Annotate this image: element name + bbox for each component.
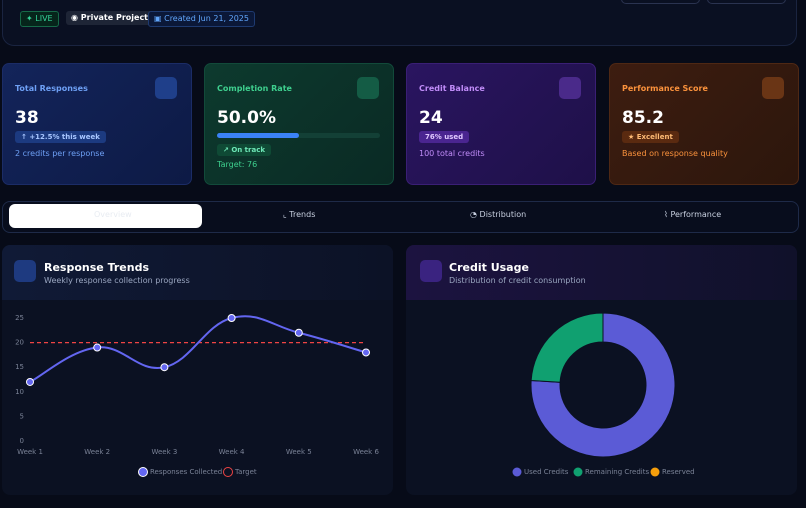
legend-label: Used Credits bbox=[524, 468, 569, 476]
card-value: 24 bbox=[419, 108, 443, 128]
panel-icon bbox=[420, 260, 442, 282]
badge: ◉ Private Project bbox=[66, 11, 154, 25]
legend-label: Remaining Credits bbox=[585, 468, 649, 476]
tab-active[interactable] bbox=[9, 204, 202, 228]
point bbox=[294, 328, 303, 337]
card-title: Performance Score bbox=[622, 84, 708, 93]
card-title: Completion Rate bbox=[217, 84, 292, 93]
badge-text: Created Jun 21, 2025 bbox=[164, 14, 249, 23]
panel-title: Credit Usage bbox=[449, 261, 529, 274]
panel-icon bbox=[14, 260, 36, 282]
badge: ▣ Created Jun 21, 2025 bbox=[148, 11, 255, 27]
progress-track bbox=[217, 133, 380, 138]
legend-marker bbox=[650, 467, 660, 477]
panel-title: Response Trends bbox=[44, 261, 150, 274]
panel-header bbox=[2, 245, 393, 300]
card-icon bbox=[155, 77, 177, 99]
stat-card: Completion Rate 50.0% ↗ On track Target:… bbox=[204, 63, 394, 185]
card-note: Based on response quality bbox=[622, 149, 728, 158]
badge-text: On track bbox=[231, 146, 266, 154]
tab-text: Distribution bbox=[479, 210, 527, 219]
point bbox=[93, 343, 102, 352]
y-tick-label: 20 bbox=[15, 339, 24, 347]
x-tick-label: Week 1 bbox=[17, 448, 43, 456]
tab-text: Performance bbox=[670, 210, 722, 219]
legend-marker bbox=[573, 467, 583, 477]
y-tick-label: 0 bbox=[20, 437, 24, 445]
tab[interactable]: ◔ Distribution bbox=[470, 210, 527, 219]
card-badge: 76% used bbox=[419, 131, 470, 143]
badge-text: LIVE bbox=[35, 14, 53, 23]
x-tick-label: Week 6 bbox=[353, 448, 379, 456]
card-note: 100 total credits bbox=[419, 149, 485, 158]
stat-card: Total Responses 38 ↑ +12.5% this week 2 … bbox=[2, 63, 192, 185]
doughnut-slice bbox=[530, 312, 676, 458]
card-note: Target: 76 bbox=[217, 160, 258, 169]
card-value: 85.2 bbox=[622, 108, 664, 128]
y-tick-label: 5 bbox=[20, 412, 24, 420]
card-icon bbox=[762, 77, 784, 99]
point bbox=[26, 377, 34, 386]
progress-bar bbox=[217, 133, 299, 138]
legend-marker bbox=[512, 467, 522, 477]
badge-text: Excellent bbox=[636, 133, 673, 141]
doughnut-slice bbox=[530, 312, 604, 383]
badge: ✦ LIVE bbox=[20, 11, 59, 27]
legend-label: Target bbox=[234, 468, 257, 476]
badge-text: Private Project bbox=[80, 13, 149, 22]
card-badge: ↑ +12.5% this week bbox=[15, 131, 106, 143]
stat-card: Performance Score 85.2 ★ Excellent Based… bbox=[609, 63, 799, 185]
legend-marker bbox=[138, 467, 148, 477]
card-value: 38 bbox=[15, 108, 39, 128]
x-tick-label: Week 5 bbox=[286, 448, 312, 456]
legend-label: Responses Collected bbox=[150, 468, 222, 476]
y-tick-label: 10 bbox=[15, 388, 24, 396]
point bbox=[160, 363, 169, 372]
card-note: 2 credits per response bbox=[15, 149, 105, 158]
card-badge: ↗ On track bbox=[217, 144, 272, 156]
stat-card: Credit Balance 24 76% used 100 total cre… bbox=[406, 63, 596, 185]
legend-label: Reserved bbox=[662, 468, 695, 476]
tab[interactable]: ⌇ Performance bbox=[664, 210, 722, 219]
panel-header bbox=[406, 245, 797, 300]
x-tick-label: Week 3 bbox=[151, 448, 177, 456]
card-icon bbox=[559, 77, 581, 99]
card-icon bbox=[357, 77, 379, 99]
card-value: 50.0% bbox=[217, 108, 276, 128]
x-tick-label: Week 4 bbox=[219, 448, 245, 456]
tab[interactable]: Overview bbox=[94, 210, 132, 219]
panel-subtitle: Weekly response collection progress bbox=[44, 276, 190, 285]
card-title: Credit Balance bbox=[419, 84, 485, 93]
y-tick-label: 25 bbox=[15, 314, 24, 322]
y-tick-label: 15 bbox=[15, 363, 24, 371]
badge-text: +12.5% this week bbox=[29, 133, 100, 141]
tab[interactable]: ⌞ Trends bbox=[283, 210, 316, 219]
card-title: Total Responses bbox=[15, 84, 88, 93]
legend-marker bbox=[223, 467, 233, 477]
x-tick-label: Week 2 bbox=[84, 448, 110, 456]
panel-subtitle: Distribution of credit consumption bbox=[449, 276, 586, 285]
tab-text: Trends bbox=[289, 210, 316, 219]
point bbox=[362, 348, 370, 357]
card-badge: ★ Excellent bbox=[622, 131, 679, 143]
point bbox=[227, 314, 236, 322]
series-line bbox=[29, 315, 367, 383]
